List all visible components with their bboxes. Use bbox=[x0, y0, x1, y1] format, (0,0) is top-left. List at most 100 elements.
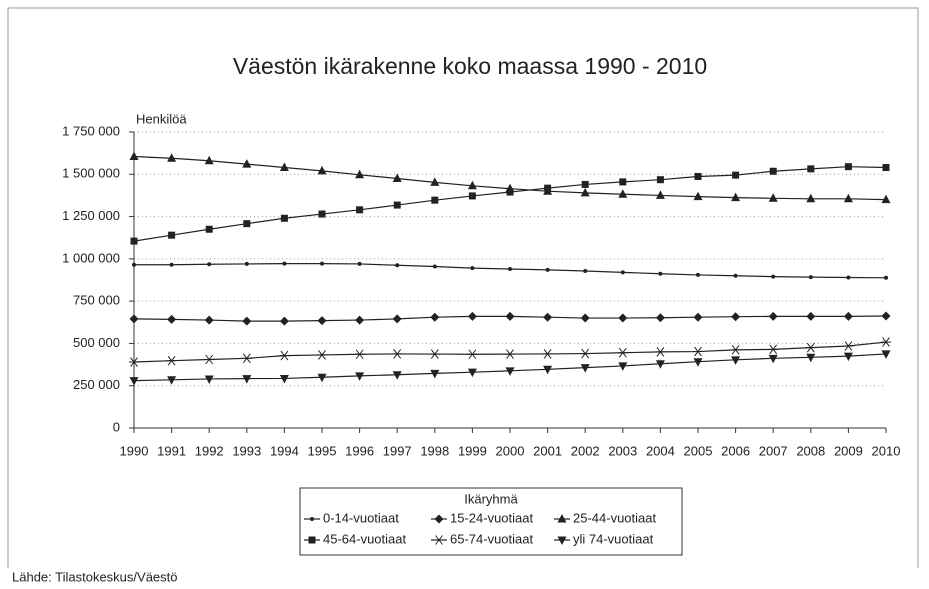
marker bbox=[882, 164, 890, 172]
x-tick-label: 1992 bbox=[195, 443, 224, 458]
marker bbox=[279, 350, 290, 361]
marker bbox=[731, 312, 741, 322]
y-tick-label: 250 000 bbox=[73, 377, 120, 392]
marker bbox=[317, 316, 327, 326]
marker bbox=[430, 312, 440, 322]
legend-box bbox=[299, 487, 683, 556]
marker bbox=[204, 315, 214, 325]
marker bbox=[280, 214, 288, 222]
marker bbox=[693, 358, 703, 367]
marker bbox=[241, 353, 252, 364]
marker bbox=[580, 187, 590, 197]
marker bbox=[355, 169, 365, 179]
marker bbox=[467, 368, 477, 378]
marker bbox=[655, 313, 665, 323]
marker bbox=[543, 365, 553, 375]
legend-label: 65-74-vuotiaat bbox=[450, 531, 533, 546]
x-tick-label: 1995 bbox=[308, 443, 337, 458]
x-tick-label: 2007 bbox=[759, 443, 788, 458]
marker bbox=[696, 272, 700, 277]
x-tick-label: 2003 bbox=[608, 443, 637, 458]
marker bbox=[805, 342, 816, 353]
marker bbox=[242, 375, 252, 384]
marker bbox=[806, 353, 816, 363]
marker bbox=[467, 311, 477, 321]
marker bbox=[169, 262, 174, 267]
marker bbox=[282, 261, 287, 266]
marker bbox=[655, 347, 666, 357]
marker bbox=[392, 314, 402, 324]
y-tick-label: 1 750 000 bbox=[62, 123, 120, 138]
x-tick-label: 2000 bbox=[496, 443, 525, 458]
legend-title: Ikäryhmä bbox=[464, 491, 518, 506]
marker bbox=[881, 311, 891, 321]
marker bbox=[580, 348, 591, 359]
marker bbox=[655, 190, 665, 199]
marker bbox=[693, 312, 703, 322]
x-tick-label: 2010 bbox=[872, 443, 901, 458]
marker bbox=[580, 364, 590, 373]
marker bbox=[881, 194, 891, 204]
marker bbox=[843, 193, 853, 203]
marker bbox=[618, 362, 628, 371]
x-tick-label: 2001 bbox=[533, 443, 562, 458]
legend-label: 0-14-vuotiaat bbox=[323, 510, 399, 525]
marker bbox=[508, 267, 512, 272]
x-tick-label: 2009 bbox=[834, 443, 863, 458]
marker bbox=[129, 314, 139, 324]
marker bbox=[545, 267, 550, 272]
marker bbox=[279, 316, 289, 326]
marker bbox=[806, 311, 816, 321]
marker bbox=[467, 180, 477, 190]
marker bbox=[730, 345, 741, 355]
legend-marker bbox=[310, 517, 314, 521]
marker bbox=[470, 266, 475, 271]
marker bbox=[168, 231, 176, 239]
legend-marker bbox=[557, 536, 567, 545]
marker bbox=[205, 225, 213, 233]
marker bbox=[317, 373, 327, 383]
marker bbox=[881, 350, 891, 359]
marker bbox=[618, 313, 628, 323]
marker bbox=[732, 171, 740, 179]
marker bbox=[807, 165, 815, 173]
marker bbox=[769, 167, 777, 175]
marker bbox=[468, 192, 476, 200]
legend-label: yli 74-vuotiaat bbox=[573, 531, 654, 546]
marker bbox=[204, 375, 214, 384]
marker bbox=[132, 262, 136, 267]
x-tick-label: 2008 bbox=[796, 443, 825, 458]
marker bbox=[242, 316, 252, 326]
marker bbox=[619, 178, 627, 186]
marker bbox=[733, 273, 738, 278]
chart-title: Väestön ikärakenne koko maassa 1990 - 20… bbox=[233, 53, 707, 79]
marker bbox=[884, 275, 888, 280]
marker bbox=[167, 314, 177, 324]
x-tick-label: 2005 bbox=[684, 443, 713, 458]
legend-label: 25-44-vuotiaat bbox=[573, 510, 656, 525]
x-tick-label: 1993 bbox=[232, 443, 261, 458]
marker bbox=[846, 275, 851, 280]
marker bbox=[843, 352, 853, 362]
marker bbox=[693, 191, 703, 201]
marker bbox=[129, 377, 139, 386]
x-tick-label: 1999 bbox=[458, 443, 487, 458]
marker bbox=[204, 155, 214, 165]
marker bbox=[505, 349, 515, 359]
marker bbox=[881, 337, 891, 347]
legend-label: 15-24-vuotiaat bbox=[450, 510, 533, 525]
marker bbox=[467, 349, 478, 360]
marker bbox=[843, 311, 853, 321]
marker bbox=[506, 188, 514, 196]
x-tick-label: 2002 bbox=[571, 443, 600, 458]
marker bbox=[505, 311, 515, 321]
marker bbox=[244, 261, 249, 266]
marker bbox=[768, 193, 778, 202]
marker bbox=[768, 311, 778, 321]
marker bbox=[843, 341, 854, 351]
marker bbox=[429, 349, 440, 359]
x-tick-label: 1996 bbox=[345, 443, 374, 458]
marker bbox=[356, 206, 364, 214]
marker bbox=[542, 349, 553, 359]
